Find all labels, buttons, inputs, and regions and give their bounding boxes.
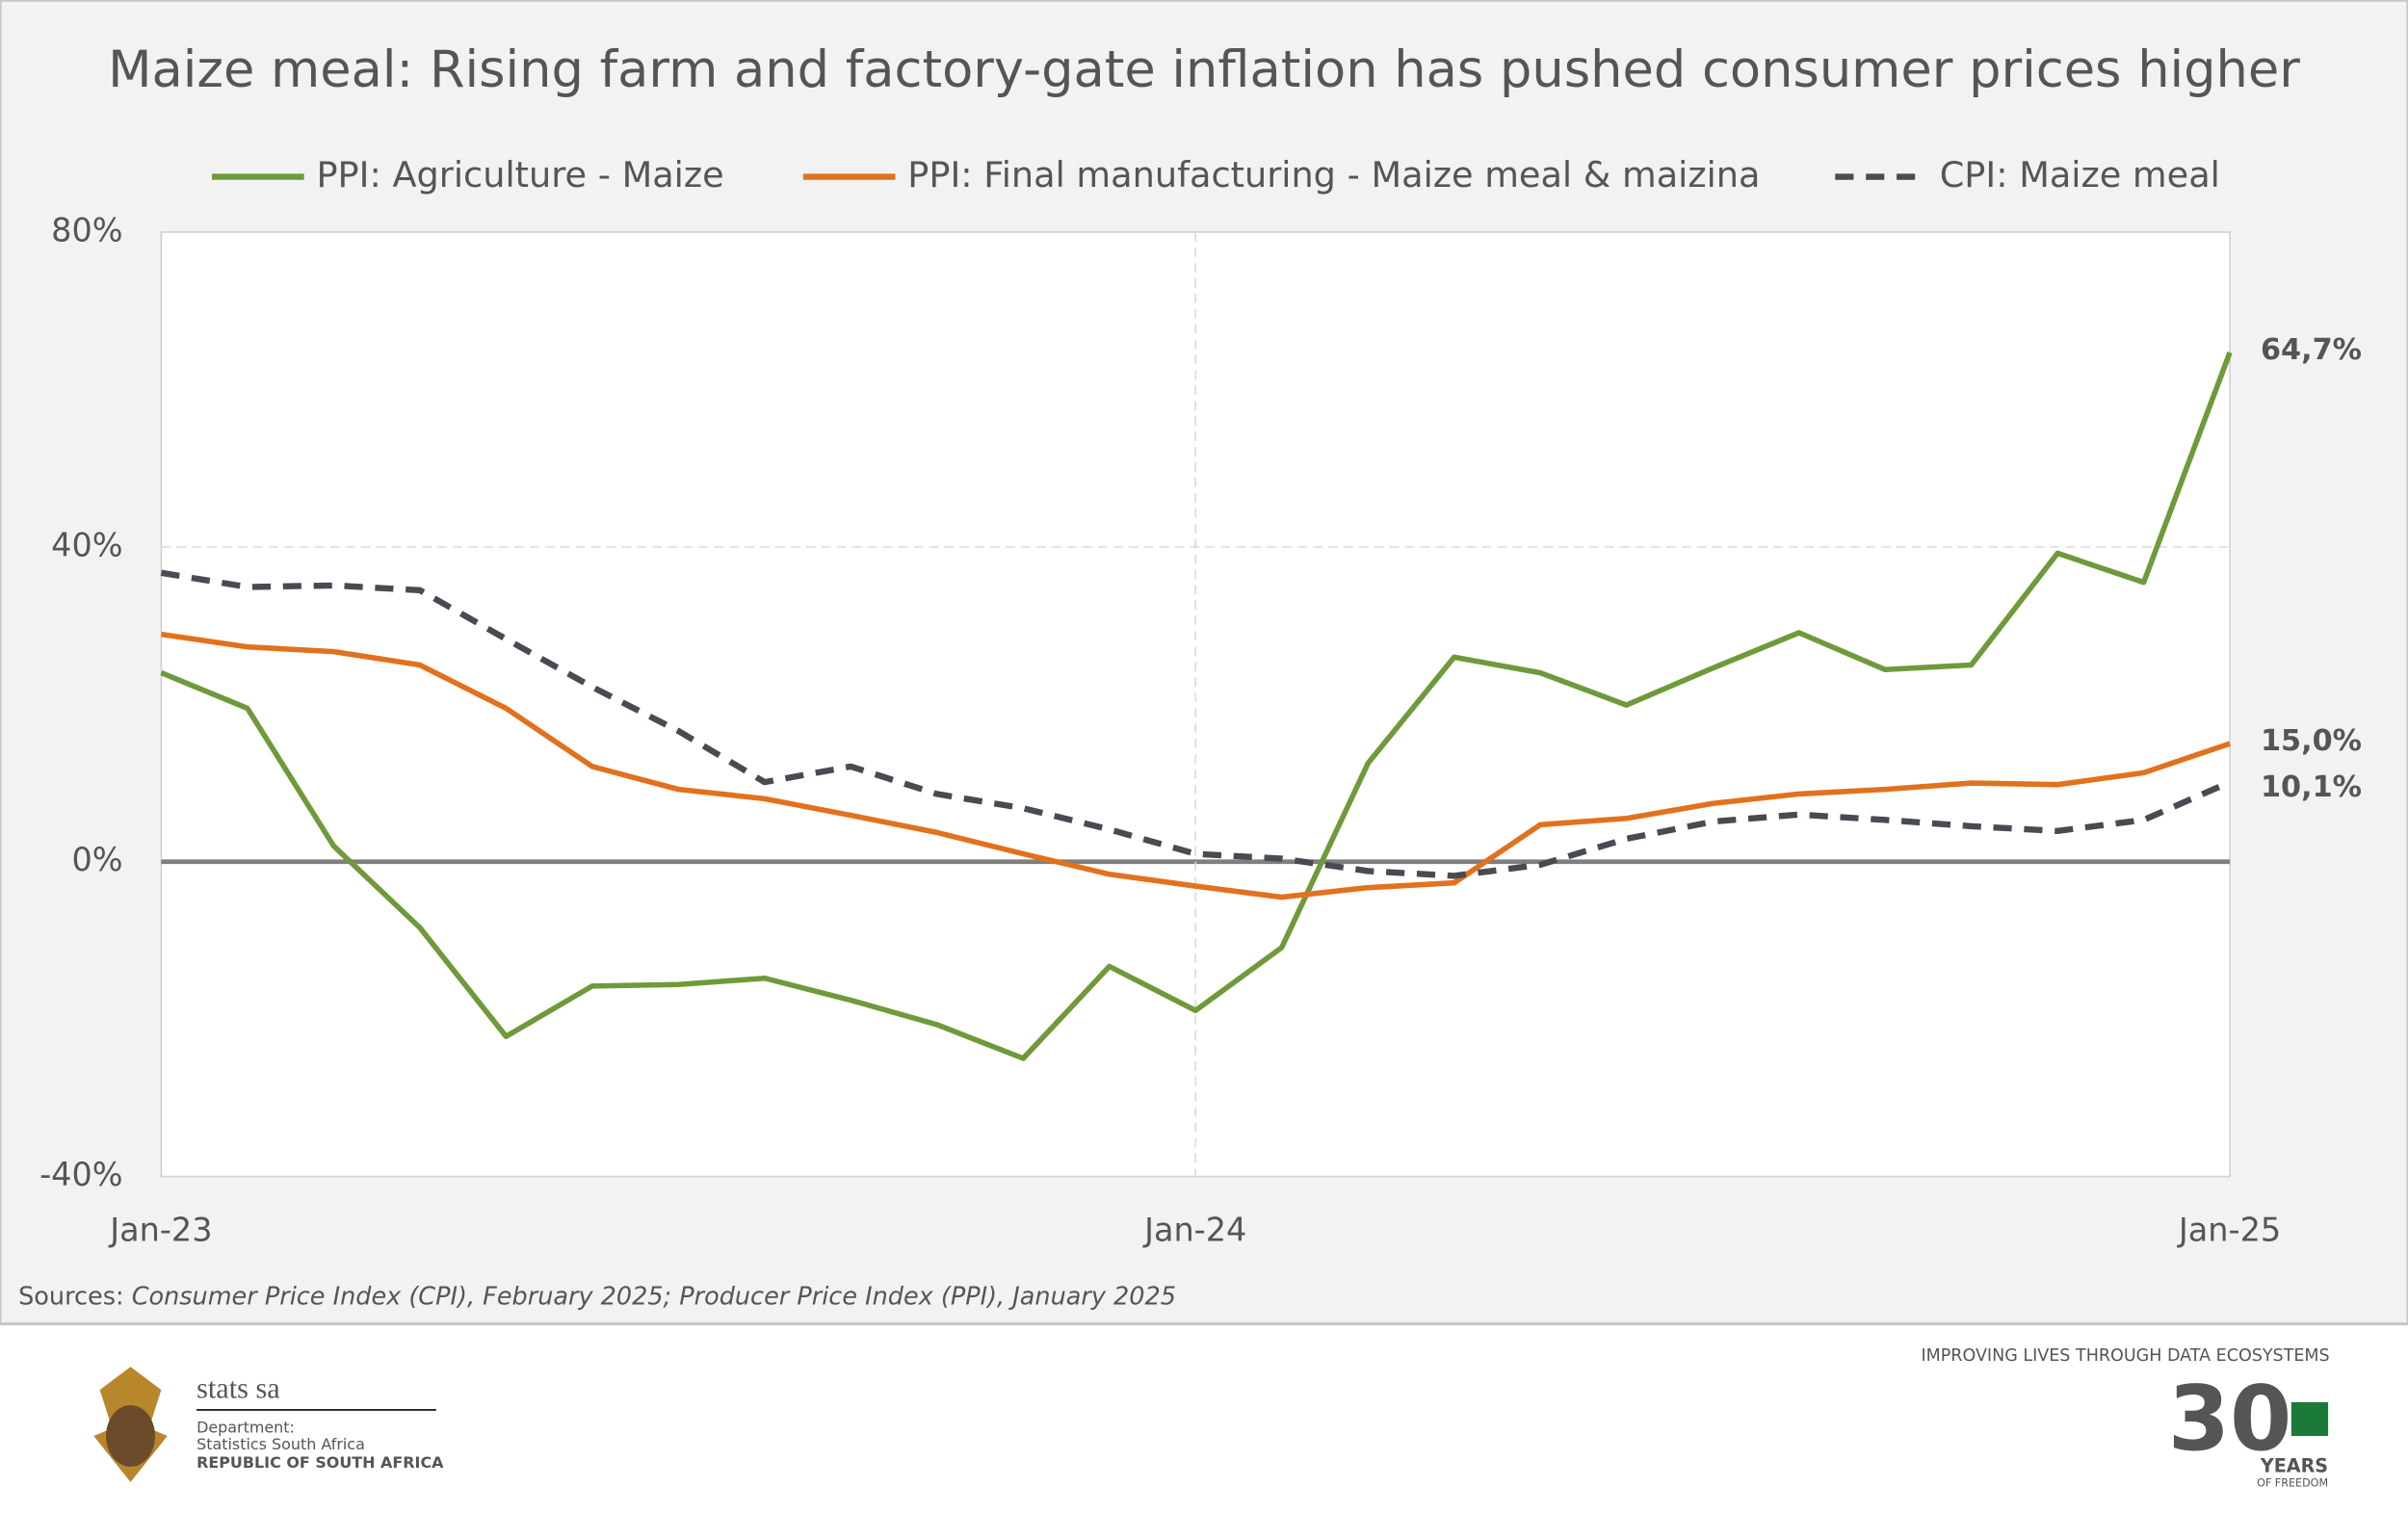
badge-years: YEARS [2260, 1454, 2328, 1476]
value-label: 64,7% [2261, 333, 2362, 367]
badge-freedom: OF FREEDOM [2257, 1476, 2328, 1489]
legend-label: PPI: Agriculture - Maize [316, 154, 723, 196]
legend-label: PPI: Final manufacturing - Maize meal & … [907, 154, 1760, 196]
country: REPUBLIC OF SOUTH AFRICA [196, 1453, 444, 1472]
dept-label: Department: [196, 1419, 295, 1437]
tagline: IMPROVING LIVES THROUGH DATA ECOSYSTEMS [1921, 1346, 2329, 1366]
badge-number: 30 [2168, 1367, 2292, 1471]
org-name: stats sa [196, 1372, 280, 1405]
y-tick-label: -40% [39, 1156, 122, 1193]
y-tick-label: 40% [51, 526, 122, 563]
dept-name: Statistics South Africa [196, 1435, 365, 1453]
source: Sources: Consumer Price Index (CPI), Feb… [18, 1283, 1176, 1312]
x-tick-label: Jan-25 [2177, 1211, 2281, 1248]
shield [106, 1405, 156, 1467]
chart-title: Maize meal: Rising farm and factory-gate… [108, 40, 2300, 99]
source-prefix: Sources: [18, 1283, 132, 1312]
legend-label: CPI: Maize meal [1940, 154, 2220, 196]
source-detail: Consumer Price Index (CPI), February 202… [132, 1283, 1176, 1312]
y-tick-label: 0% [71, 841, 122, 878]
series-line [161, 631, 2231, 900]
x-tick-label: Jan-23 [108, 1211, 212, 1248]
series-line [160, 569, 2232, 879]
footer-logo [93, 1367, 436, 1482]
flag [2290, 1401, 2329, 1437]
series-line [160, 352, 2233, 1061]
y-tick-label: 80% [51, 212, 122, 249]
value-label: 10,1% [2261, 770, 2362, 804]
value-label: 15,0% [2261, 724, 2362, 758]
x-tick-label: Jan-24 [1142, 1211, 1246, 1248]
